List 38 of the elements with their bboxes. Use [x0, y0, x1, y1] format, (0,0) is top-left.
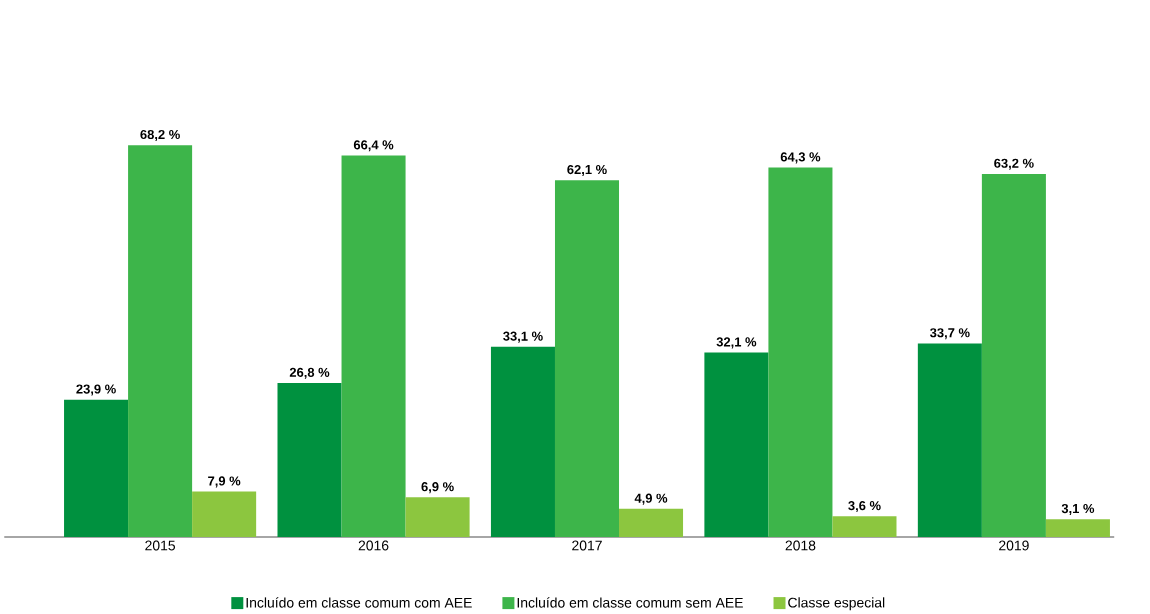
bar: [619, 508, 684, 537]
legend-label: Classe especial: [788, 597, 885, 611]
bar: [277, 383, 342, 537]
data-label: 33,1 %: [503, 331, 543, 343]
x-tick-label: 2017: [572, 540, 602, 551]
legend-label: Incluído em classe comum sem AEE: [517, 597, 743, 608]
bar: [192, 491, 257, 537]
x-tick-label: 2018: [785, 540, 816, 551]
bar: [981, 173, 1046, 537]
bar: [405, 497, 470, 537]
x-tick-label: 2015: [145, 540, 176, 551]
bar: [768, 167, 833, 537]
x-tick-label: 2019: [999, 540, 1029, 551]
bar: [490, 346, 555, 537]
bar: [128, 145, 193, 537]
data-label: 3,1 %: [1061, 503, 1095, 515]
data-label: 66,4 %: [353, 140, 394, 152]
bar: [554, 180, 620, 537]
data-label: 63,2 %: [994, 158, 1034, 170]
x-tick-label: 2016: [358, 540, 389, 551]
legend-label: Incluído em classe comum com AEE: [246, 597, 472, 608]
data-label: 62,1 %: [567, 164, 607, 177]
data-label: 33,7 %: [929, 328, 970, 340]
bar: [832, 516, 897, 537]
bar: [704, 352, 769, 537]
data-label: 4,9 %: [634, 493, 668, 505]
data-label: 3,6 %: [848, 501, 881, 513]
data-label: 6,9 %: [421, 482, 454, 494]
data-label: 23,9 %: [76, 384, 116, 396]
data-label: 68,2 %: [140, 129, 180, 141]
data-label: 7,9 %: [208, 476, 241, 488]
bar: [917, 343, 982, 537]
bar: [1045, 519, 1110, 537]
bar: [341, 155, 406, 537]
data-label: 64,3 %: [780, 152, 821, 164]
data-label: 26,8 %: [289, 367, 330, 379]
bar: [64, 399, 129, 537]
data-label: 32,1 %: [716, 337, 757, 349]
